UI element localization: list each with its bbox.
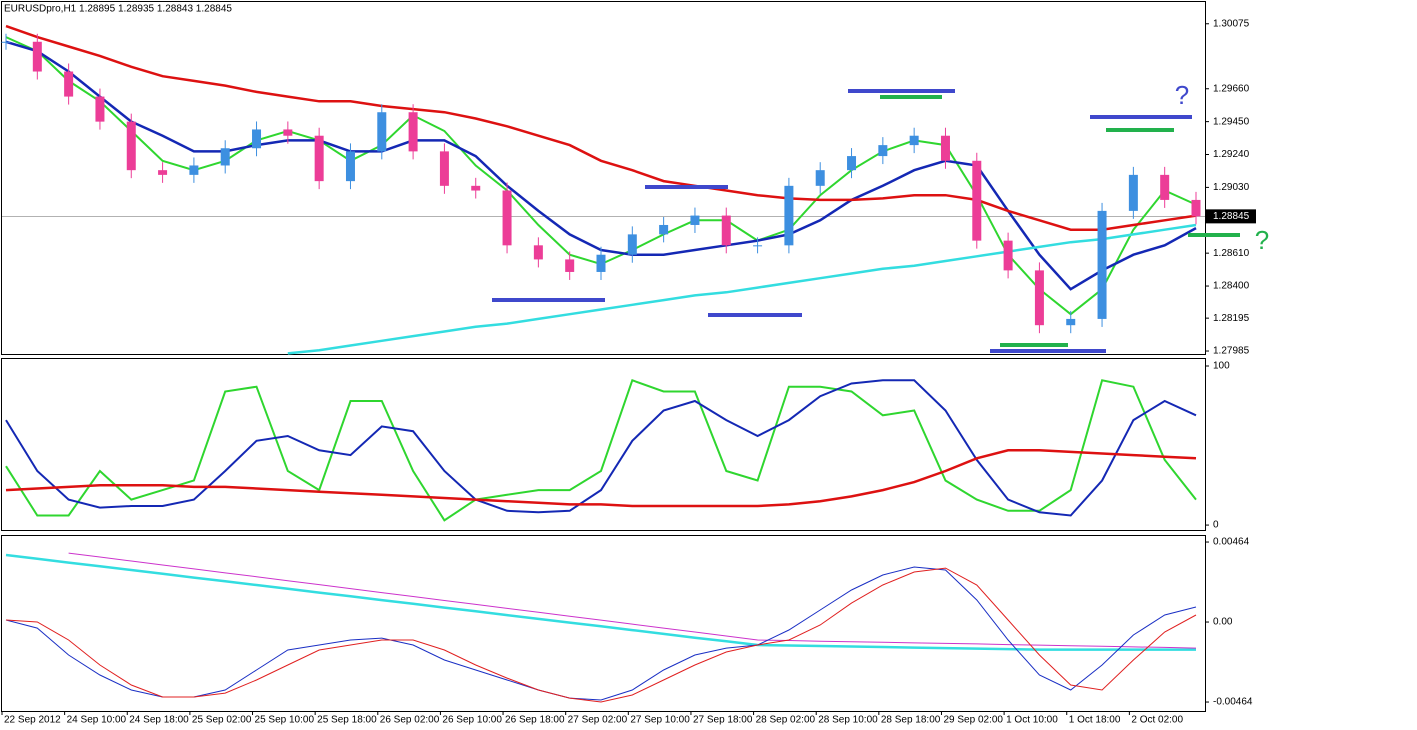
candle-body bbox=[909, 135, 919, 146]
x-tick-label: 25 Sep 10:00 bbox=[255, 715, 315, 726]
candle-body bbox=[32, 41, 42, 72]
candle-body bbox=[784, 185, 794, 246]
indicator-line bbox=[5, 24, 1197, 231]
y-tick-label: 1.29660 bbox=[1213, 83, 1250, 94]
candle-body bbox=[596, 254, 606, 272]
last-price-box bbox=[1206, 209, 1256, 224]
candle-body bbox=[1128, 174, 1138, 211]
candle-body bbox=[1003, 240, 1013, 271]
x-tick-label: 26 Sep 18:00 bbox=[505, 715, 565, 726]
indicator-line bbox=[5, 379, 1197, 517]
candle-body bbox=[95, 96, 105, 122]
candle-body bbox=[189, 165, 199, 175]
candle-body bbox=[659, 224, 669, 235]
candle-body bbox=[220, 148, 230, 166]
y-tick-label: 1.30075 bbox=[1213, 18, 1250, 29]
x-tick-label: 24 Sep 10:00 bbox=[67, 715, 127, 726]
candle-body bbox=[252, 129, 262, 149]
level-markers bbox=[492, 89, 1240, 353]
candle-body bbox=[1160, 174, 1170, 200]
candle-body bbox=[345, 151, 355, 182]
candle-body bbox=[1034, 270, 1044, 326]
y-tick-label: 100 bbox=[1213, 361, 1230, 372]
candle-body bbox=[314, 135, 324, 182]
x-tick-label: 29 Sep 02:00 bbox=[943, 715, 1003, 726]
x-tick-label: 1 Oct 10:00 bbox=[1006, 715, 1058, 726]
candle-body bbox=[753, 245, 763, 247]
candle-body bbox=[1191, 199, 1201, 217]
candle-body bbox=[972, 160, 982, 241]
indicator-line bbox=[68, 552, 1197, 649]
annotation: ? bbox=[1175, 80, 1189, 110]
candle-body bbox=[940, 135, 950, 161]
y-tick-label: 1.29240 bbox=[1213, 149, 1250, 160]
candle-body bbox=[126, 121, 136, 171]
candle-body bbox=[721, 215, 731, 246]
candle-body bbox=[847, 156, 857, 171]
candle-body bbox=[377, 112, 387, 152]
x-tick-label: 28 Sep 18:00 bbox=[881, 715, 941, 726]
indicator-line bbox=[287, 223, 1197, 355]
x-tick-label: 25 Sep 02:00 bbox=[192, 715, 252, 726]
candle-body bbox=[158, 170, 168, 175]
last-price-label: 1.28845 bbox=[1213, 211, 1250, 222]
candle-body bbox=[878, 145, 888, 157]
candle-body bbox=[1097, 210, 1107, 319]
y-tick-label: -0.00464 bbox=[1213, 697, 1253, 708]
candle-body bbox=[627, 234, 637, 255]
indicator-line bbox=[5, 567, 1197, 703]
indicator-line bbox=[5, 566, 1197, 701]
x-tick-label: 27 Sep 02:00 bbox=[568, 715, 628, 726]
candle-body bbox=[815, 170, 825, 186]
x-tick-label: 27 Sep 18:00 bbox=[693, 715, 753, 726]
y-tick-label: 1.27985 bbox=[1213, 346, 1250, 357]
indicator-line bbox=[5, 449, 1197, 508]
y-tick-label: 1.28195 bbox=[1213, 313, 1250, 324]
y-tick-label: 0.00464 bbox=[1213, 537, 1250, 548]
annotation: ? bbox=[1255, 225, 1269, 255]
macd-panel bbox=[1, 535, 1206, 712]
candle-body bbox=[408, 112, 418, 152]
candle-body bbox=[64, 71, 74, 97]
candle-body bbox=[533, 245, 543, 260]
y-tick-label: 0.00 bbox=[1213, 617, 1233, 628]
candle-body bbox=[1066, 318, 1076, 326]
y-tick-label: 1.28400 bbox=[1213, 281, 1250, 292]
indicator-line bbox=[5, 379, 1197, 522]
x-tick-label: 26 Sep 02:00 bbox=[380, 715, 440, 726]
x-tick-label: 28 Sep 10:00 bbox=[818, 715, 878, 726]
price-panel bbox=[1, 1, 1206, 355]
candle-body bbox=[439, 151, 449, 186]
x-tick-label: 26 Sep 10:00 bbox=[442, 715, 502, 726]
x-tick-label: 28 Sep 02:00 bbox=[756, 715, 816, 726]
indicator-line bbox=[5, 553, 1196, 651]
x-tick-label: 2 Oct 02:00 bbox=[1131, 715, 1183, 726]
oscillator-panel bbox=[1, 358, 1206, 531]
y-tick-label: 0 bbox=[1213, 520, 1219, 531]
x-tick-label: 27 Sep 10:00 bbox=[630, 715, 690, 726]
x-tick-label: 25 Sep 18:00 bbox=[317, 715, 377, 726]
candle-body bbox=[471, 185, 481, 191]
candle-body bbox=[1, 41, 11, 43]
candle-body bbox=[565, 259, 575, 272]
y-tick-label: 1.28610 bbox=[1213, 248, 1250, 259]
x-tick-label: 1 Oct 18:00 bbox=[1069, 715, 1121, 726]
y-tick-label: 1.29450 bbox=[1213, 116, 1250, 127]
candle-body bbox=[283, 129, 293, 136]
x-tick-label: 22 Sep 2012 bbox=[4, 715, 61, 726]
candle-body bbox=[502, 190, 512, 246]
y-tick-label: 1.29030 bbox=[1213, 182, 1250, 193]
x-tick-label: 24 Sep 18:00 bbox=[129, 715, 189, 726]
candle-body bbox=[690, 215, 700, 225]
chart-title: EURUSDpro,H1 1.28895 1.28935 1.28843 1.2… bbox=[4, 4, 232, 15]
